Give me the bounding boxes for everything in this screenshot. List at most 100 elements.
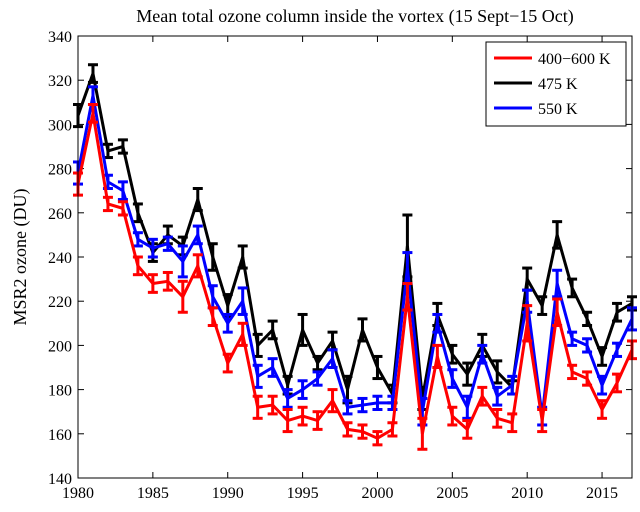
error-bar	[132, 255, 143, 277]
error-bar	[582, 370, 593, 387]
error-bar	[267, 357, 278, 378]
error-bar	[297, 312, 308, 347]
error-bar	[462, 361, 473, 387]
error-bar	[582, 310, 593, 328]
error-bar	[342, 399, 353, 416]
y-tick-label: 180	[48, 383, 72, 400]
error-bar	[162, 235, 173, 252]
error-bar	[87, 63, 98, 84]
y-axis-label: MSR2 ozone (DU)	[10, 189, 31, 326]
error-bar	[552, 297, 563, 328]
error-bar	[192, 186, 203, 213]
error-bar	[132, 231, 143, 248]
error-bar	[192, 253, 203, 279]
error-bar	[162, 270, 173, 292]
error-bar	[237, 244, 248, 270]
y-tick-label: 300	[48, 117, 72, 134]
y-tick-label: 160	[48, 427, 72, 444]
error-bar	[192, 224, 203, 246]
error-bar	[327, 348, 338, 369]
error-bar	[372, 354, 383, 381]
error-bar	[132, 202, 143, 224]
x-tick-label: 2010	[511, 485, 543, 502]
error-bar	[312, 410, 323, 431]
y-tick-label: 220	[48, 294, 72, 311]
error-bar	[537, 407, 548, 434]
error-bar	[462, 419, 473, 440]
error-bar	[567, 330, 578, 347]
error-bar	[597, 346, 608, 367]
error-bar	[372, 394, 383, 411]
error-bar	[312, 354, 323, 372]
error-bar	[177, 244, 188, 279]
series	[73, 103, 637, 451]
error-bar	[312, 370, 323, 387]
y-tick-label: 320	[48, 73, 72, 90]
x-tick-label: 1990	[212, 485, 244, 502]
error-bar	[567, 363, 578, 381]
error-bar	[597, 374, 608, 396]
y-tick-label: 340	[48, 29, 72, 46]
error-bar	[222, 312, 233, 334]
error-bar	[477, 385, 488, 407]
error-bar	[327, 388, 338, 414]
x-tick-label: 2005	[436, 485, 468, 502]
error-bar	[612, 372, 623, 394]
error-bar	[87, 103, 98, 124]
y-tick-label: 240	[48, 250, 72, 267]
error-bar	[567, 277, 578, 299]
error-bar	[177, 279, 188, 314]
error-bar	[612, 341, 623, 358]
error-bar	[522, 304, 533, 343]
error-bar	[417, 416, 428, 451]
x-tick-label: 2015	[586, 485, 618, 502]
y-tick-label: 200	[48, 338, 72, 355]
error-bar	[372, 430, 383, 447]
line	[76, 113, 634, 440]
x-tick-label: 1985	[137, 485, 169, 502]
y-tick-label: 140	[48, 471, 72, 488]
error-bar	[117, 200, 128, 217]
error-bar	[147, 237, 158, 259]
error-bar	[342, 421, 353, 438]
x-tick-label: 1980	[62, 485, 94, 502]
error-bar	[477, 343, 488, 365]
error-bar	[387, 421, 398, 438]
error-bar	[207, 306, 218, 328]
error-bar	[402, 282, 413, 312]
error-bar	[267, 319, 278, 341]
error-bar	[297, 405, 308, 427]
legend: 400−600 K 475 K 550 K	[485, 41, 627, 127]
error-bar	[507, 412, 518, 434]
error-bar	[447, 368, 458, 389]
error-bar	[282, 388, 293, 409]
error-bar	[492, 385, 503, 407]
chart-title: Mean total ozone column inside the vorte…	[136, 6, 574, 27]
error-bar	[252, 394, 263, 420]
error-bar	[432, 343, 443, 369]
error-bar	[597, 399, 608, 420]
error-bar	[552, 268, 563, 299]
error-bar	[297, 379, 308, 400]
x-tick-label: 2000	[361, 485, 393, 502]
error-bar	[282, 407, 293, 434]
error-bar	[582, 337, 593, 354]
legend-label: 400−600 K	[538, 51, 611, 68]
error-bar	[117, 180, 128, 202]
error-bar	[357, 423, 368, 440]
error-bar	[432, 312, 443, 334]
error-bar	[492, 407, 503, 429]
error-bar	[537, 295, 548, 316]
error-bar	[447, 405, 458, 427]
error-bar	[237, 286, 248, 316]
error-bar	[357, 317, 368, 343]
error-bar	[237, 321, 248, 347]
error-bar	[267, 394, 278, 416]
error-bar	[102, 195, 113, 213]
error-bar	[462, 394, 473, 420]
plot-frame	[77, 35, 633, 479]
y-tick-label: 280	[48, 162, 72, 179]
legend-label: 475 K	[538, 76, 578, 93]
error-bar	[222, 352, 233, 374]
